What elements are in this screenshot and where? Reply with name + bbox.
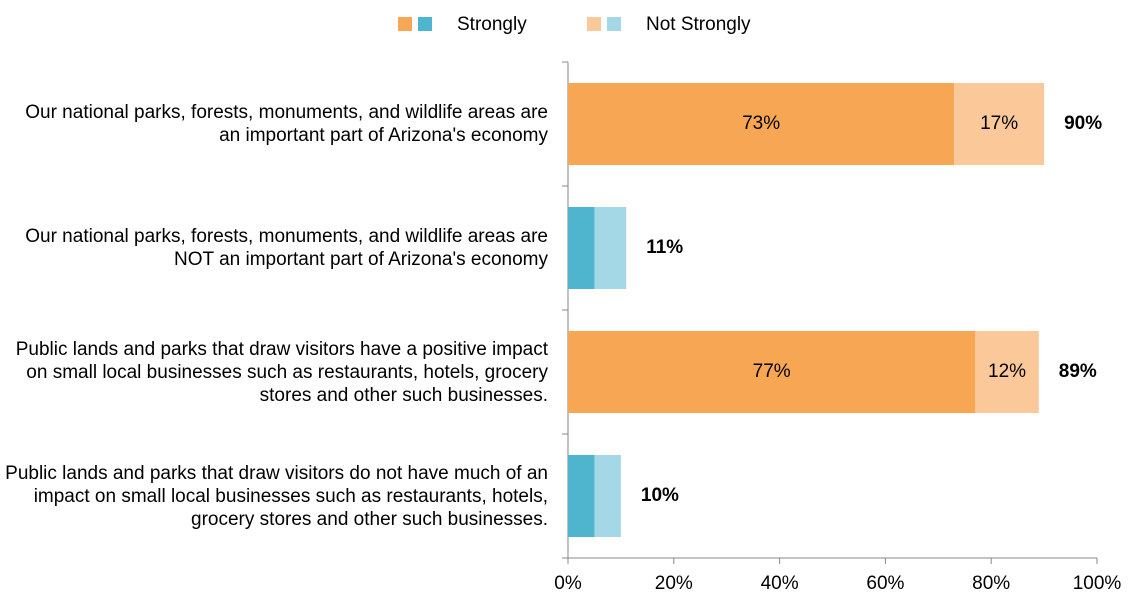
total-label: 90% (1064, 113, 1102, 134)
category-label: Our national parks, forests, monuments, … (25, 102, 548, 146)
legend-swatch (607, 17, 621, 31)
segment-label: 17% (980, 113, 1018, 134)
bar-segment (568, 455, 595, 537)
x-tick-label: 60% (866, 573, 904, 594)
total-label: 89% (1059, 361, 1097, 382)
bar-segment (594, 207, 627, 289)
bar-segment (954, 83, 1045, 165)
legend-swatch (418, 17, 432, 31)
x-tick-label: 40% (761, 573, 799, 594)
bar-segment (568, 331, 976, 413)
bar-segment (594, 455, 621, 537)
segment-label: 12% (988, 361, 1026, 382)
legend-swatch (398, 17, 412, 31)
segment-label: 77% (753, 361, 791, 382)
legend-label: Not Strongly (646, 14, 751, 35)
x-tick-label: 80% (972, 573, 1010, 594)
total-label: 11% (646, 237, 683, 258)
bar-segment (568, 83, 955, 165)
legend-swatch (587, 17, 601, 31)
bar-segment (568, 207, 595, 289)
x-tick-label: 20% (655, 573, 693, 594)
legend-label: Strongly (457, 14, 527, 35)
category-label: Public lands and parks that draw visitor… (15, 338, 548, 406)
total-label: 10% (641, 485, 679, 506)
category-label: Public lands and parks that draw visitor… (5, 462, 548, 530)
category-label: Our national parks, forests, monuments, … (25, 226, 548, 270)
x-tick-label: 0% (554, 573, 582, 594)
segment-label: 73% (742, 113, 780, 134)
x-tick-label: 100% (1073, 573, 1122, 594)
bar-segment (975, 331, 1039, 413)
